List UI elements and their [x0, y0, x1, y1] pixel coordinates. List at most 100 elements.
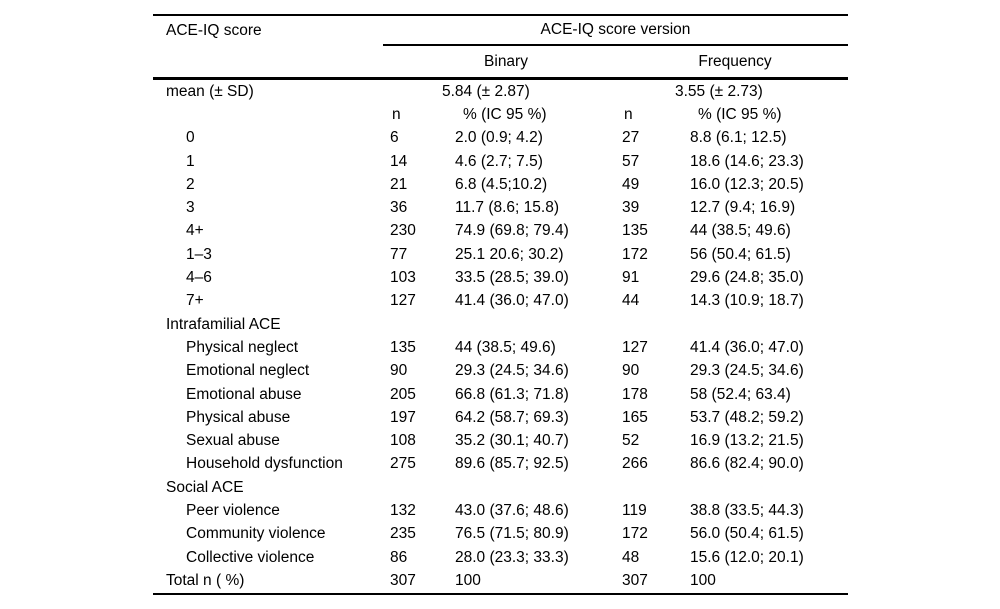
row-label-cell: Peer violence	[186, 501, 280, 519]
frequency-n-cell: 90	[622, 362, 640, 380]
binary-n-cell: 275	[390, 455, 416, 473]
frequency-pct-cell: 8.8 (6.1; 12.5)	[690, 129, 787, 147]
row-label-cell: 2	[186, 175, 195, 193]
row-label-cell: 0	[186, 129, 195, 147]
table-row: Collective violence 86 28.0 (23.3; 33.3)…	[153, 546, 848, 569]
frequency-n-cell: 44	[622, 292, 640, 310]
binary-pct-cell	[455, 313, 622, 336]
binary-n-cell: 235	[390, 525, 416, 543]
frequency-n-cell: 172	[622, 525, 648, 543]
row-label-cell: Physical abuse	[186, 408, 291, 426]
frequency-pct-cell: 100	[690, 571, 716, 589]
binary-n-cell: 135	[390, 338, 416, 356]
table-row: 4+ 230 74.9 (69.8; 79.4) 135 44 (38.5; 4…	[153, 220, 848, 243]
frequency-pct-cell: 16.0 (12.3; 20.5)	[690, 175, 804, 193]
row-label-cell: Sexual abuse	[186, 432, 280, 450]
row-label-cell: Emotional neglect	[186, 362, 310, 380]
binary-n-cell: 197	[390, 408, 416, 426]
binary-pct-cell: 33.5 (28.5; 39.0)	[455, 269, 569, 287]
binary-pct-cell	[455, 476, 622, 499]
table-row: Social ACE	[153, 476, 848, 499]
binary-n-cell: 86	[390, 548, 408, 566]
table-row: Community violence 235 76.5 (71.5; 80.9)…	[153, 523, 848, 546]
frequency-n-cell: 266	[622, 455, 648, 473]
binary-pct-cell: 11.7 (8.6; 15.8)	[455, 199, 559, 217]
binary-n-cell: 307	[390, 571, 416, 589]
frequency-pct-cell: 53.7 (48.2; 59.2)	[690, 408, 804, 426]
row-label-cell: 1	[186, 152, 195, 170]
row-label-cell: Collective violence	[186, 548, 315, 566]
frequency-pct-cell: 29.3 (24.5; 34.6)	[690, 362, 804, 380]
binary-pct-cell: 44 (38.5; 49.6)	[455, 338, 556, 356]
subheader-binary: Binary	[484, 52, 528, 70]
row-label-cell: Total n ( %)	[166, 571, 245, 589]
table-body-rows: 0 6 2.0 (0.9; 4.2) 27 8.8 (6.1; 12.5) 1 …	[153, 127, 848, 593]
frequency-pct-cell: 58 (52.4; 63.4)	[690, 385, 791, 403]
table-row: 3 36 11.7 (8.6; 15.8) 39 12.7 (9.4; 16.9…	[153, 196, 848, 219]
binary-pct-cell: 89.6 (85.7; 92.5)	[455, 455, 569, 473]
frequency-pct-header: % (IC 95 %)	[698, 105, 782, 123]
frequency-pct-cell: 56 (50.4; 61.5)	[690, 245, 791, 263]
binary-n-cell: 230	[390, 222, 416, 240]
frequency-pct-cell: 44 (38.5; 49.6)	[690, 222, 791, 240]
frequency-pct-cell: 86.6 (82.4; 90.0)	[690, 455, 804, 473]
table-row: Physical abuse 197 64.2 (58.7; 69.3) 165…	[153, 406, 848, 429]
frequency-pct-cell: 41.4 (36.0; 47.0)	[690, 338, 804, 356]
frequency-n-cell: 27	[622, 129, 640, 147]
binary-n-cell: 127	[390, 292, 416, 310]
binary-n-cell: 132	[390, 501, 416, 519]
binary-pct-cell: 6.8 (4.5;10.2)	[455, 175, 548, 193]
binary-pct-cell: 4.6 (2.7; 7.5)	[455, 152, 543, 170]
binary-n-cell: 36	[390, 199, 408, 217]
frequency-n-cell: 91	[622, 269, 640, 287]
table-row: Emotional neglect 90 29.3 (24.5; 34.6) 9…	[153, 360, 848, 383]
binary-pct-cell: 35.2 (30.1; 40.7)	[455, 432, 569, 450]
frequency-n-cell	[622, 476, 690, 499]
table-row: Intrafamilial ACE	[153, 313, 848, 336]
binary-pct-cell: 29.3 (24.5; 34.6)	[455, 362, 569, 380]
binary-n-cell: 103	[390, 269, 416, 287]
stat-header-row: n % (IC 95 %) n % (IC 95 %)	[153, 103, 848, 126]
binary-pct-cell: 2.0 (0.9; 4.2)	[455, 129, 543, 147]
frequency-n-cell: 39	[622, 199, 640, 217]
row-label-cell: Physical neglect	[186, 338, 299, 356]
binary-n-cell: 108	[390, 432, 416, 450]
table-row: Physical neglect 135 44 (38.5; 49.6) 127…	[153, 336, 848, 359]
frequency-n-cell: 307	[622, 571, 648, 589]
binary-n-cell: 14	[390, 152, 408, 170]
table-row: 4–6 103 33.5 (28.5; 39.0) 91 29.6 (24.8;…	[153, 266, 848, 289]
frequency-n-cell: 52	[622, 432, 640, 450]
frequency-n-cell	[622, 313, 690, 336]
frequency-pct-cell: 18.6 (14.6; 23.3)	[690, 152, 804, 170]
subheader-frequency: Frequency	[698, 52, 772, 70]
binary-pct-cell: 74.9 (69.8; 79.4)	[455, 222, 569, 240]
frequency-n-cell: 178	[622, 385, 648, 403]
table-row: Emotional abuse 205 66.8 (61.3; 71.8) 17…	[153, 383, 848, 406]
binary-n-cell: 205	[390, 385, 416, 403]
row-label-cell: Intrafamilial ACE	[166, 315, 281, 333]
mean-row: mean (± SD) 5.84 (± 2.87) 3.55 (± 2.73)	[153, 80, 848, 103]
table-row: 1 14 4.6 (2.7; 7.5) 57 18.6 (14.6; 23.3)	[153, 150, 848, 173]
frequency-n-cell: 119	[622, 501, 647, 519]
binary-n-cell: 90	[390, 362, 408, 380]
binary-pct-cell: 28.0 (23.3; 33.3)	[455, 548, 569, 566]
binary-pct-cell: 25.1 20.6; 30.2)	[455, 245, 564, 263]
binary-pct-cell: 64.2 (58.7; 69.3)	[455, 408, 569, 426]
frequency-pct-cell: 14.3 (10.9; 18.7)	[690, 292, 804, 310]
table-row: 1–3 77 25.1 20.6; 30.2) 172 56 (50.4; 61…	[153, 243, 848, 266]
frequency-pct-cell: 12.7 (9.4; 16.9)	[690, 199, 796, 217]
binary-pct-cell: 76.5 (71.5; 80.9)	[455, 525, 569, 543]
frequency-n-header: n	[624, 105, 633, 123]
binary-n-header: n	[392, 105, 401, 123]
frequency-pct-cell: 15.6 (12.0; 20.1)	[690, 548, 804, 566]
row-label-cell: Community violence	[186, 525, 326, 543]
header-spacer-cell	[153, 46, 390, 77]
row-label-cell: Household dysfunction	[186, 455, 343, 473]
frequency-n-cell: 165	[622, 408, 648, 426]
binary-n-cell: 21	[390, 175, 408, 193]
table-row: Total n ( %) 307 100 307 100	[153, 569, 848, 592]
frequency-n-cell: 135	[622, 222, 648, 240]
frequency-n-cell: 49	[622, 175, 640, 193]
binary-pct-cell: 41.4 (36.0; 47.0)	[455, 292, 569, 310]
frequency-n-cell: 57	[622, 152, 640, 170]
